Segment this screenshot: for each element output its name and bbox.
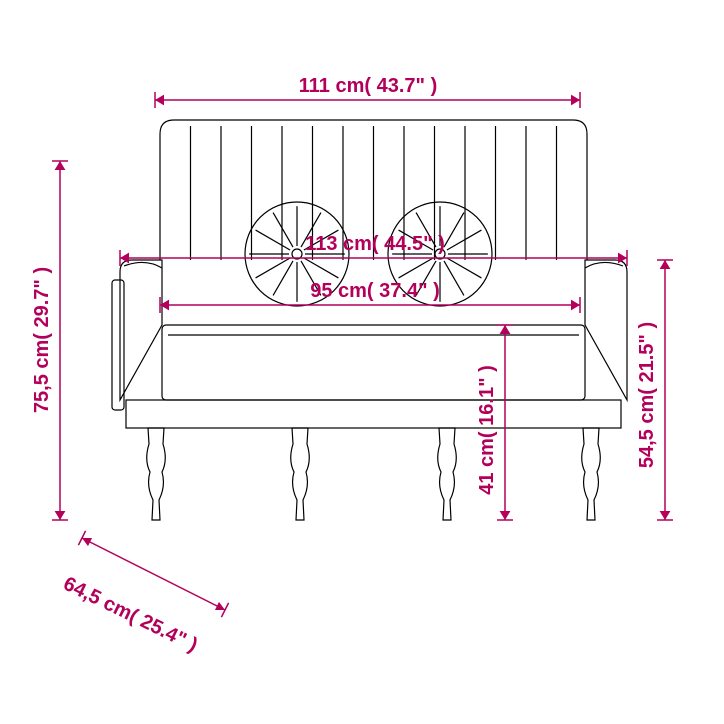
dimension-seat_height: 41 cm( 16.1" ) — [476, 325, 505, 520]
product-drawing — [112, 120, 627, 520]
dimension-label-arm_to_arm: 113 cm( 44.5" ) — [305, 233, 445, 255]
dimension-label-total_height: 75,5 cm( 29.7" ) — [31, 267, 53, 413]
dimension-label-seat_width: 95 cm( 37.4" ) — [310, 280, 440, 302]
dimension-label-depth: 64,5 cm( 25.4" ) — [60, 573, 201, 657]
dimension-arm_to_arm: 113 cm( 44.5" ) — [120, 233, 627, 258]
dimension-arm_height: 54,5 cm( 21.5" ) — [636, 260, 665, 520]
dimension-label-seat_height: 41 cm( 16.1" ) — [476, 365, 498, 495]
dimension-label-top_width: 111 cm( 43.7" ) — [299, 75, 437, 97]
dimension-seat_width: 95 cm( 37.4" ) — [160, 280, 580, 305]
dimension-total_height: 75,5 cm( 29.7" ) — [31, 161, 60, 520]
dimension-top_width: 111 cm( 43.7" ) — [155, 75, 580, 100]
dimension-depth: 64,5 cm( 25.4" ) — [60, 531, 229, 657]
dimension-label-arm_height: 54,5 cm( 21.5" ) — [636, 322, 658, 468]
